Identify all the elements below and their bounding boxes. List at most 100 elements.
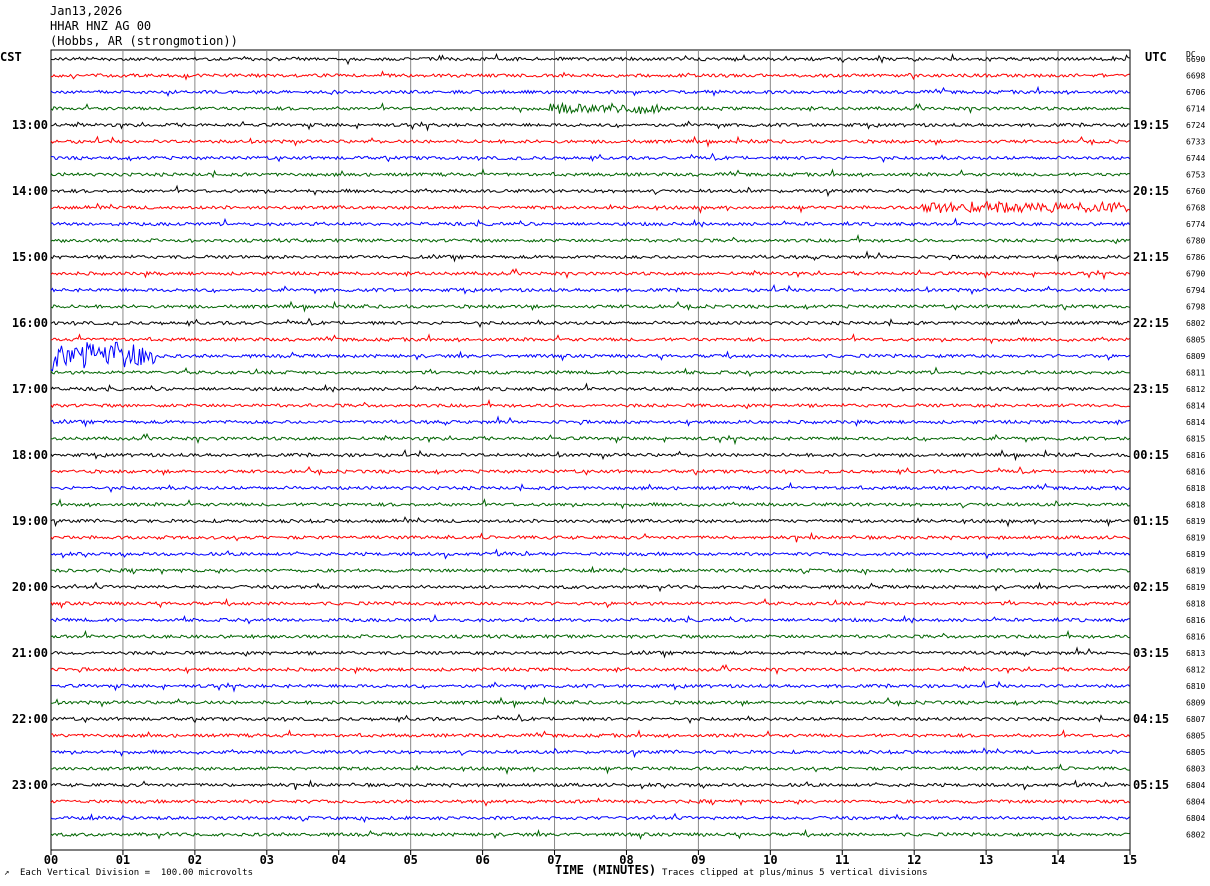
trace-black-4 (50, 120, 1130, 132)
trace-red-41 (50, 729, 1130, 739)
x-tick-label: 05 (403, 853, 417, 867)
x-tick-label: 00 (44, 853, 58, 867)
dc-offset-label: 6816 (1186, 468, 1205, 477)
x-tick-label: 12 (907, 853, 921, 867)
dc-offset-label: 6812 (1186, 666, 1205, 675)
cst-hour-label: 20:00 (12, 580, 48, 594)
dc-offset-label: 6809 (1186, 352, 1205, 361)
trace-red-9 (50, 200, 1130, 215)
dc-offset-label: 6706 (1186, 88, 1205, 97)
trace-green-23 (50, 432, 1130, 446)
dc-offset-label: 6804 (1186, 798, 1205, 807)
utc-hour-label: 23:15 (1133, 382, 1169, 396)
cst-hour-label: 18:00 (12, 448, 48, 462)
trace-green-7 (50, 168, 1130, 179)
x-tick-label: 06 (475, 853, 489, 867)
trace-black-24 (50, 449, 1130, 462)
cst-hour-label: 23:00 (12, 778, 48, 792)
dc-offset-label: 6774 (1186, 220, 1205, 229)
trace-blue-10 (50, 217, 1130, 228)
dc-offset-label: 6794 (1186, 286, 1205, 295)
trace-red-13 (50, 267, 1130, 281)
trace-black-12 (50, 250, 1130, 263)
utc-hour-label: 05:15 (1133, 778, 1169, 792)
dc-offset-label: 6810 (1186, 682, 1205, 691)
dc-offset-label: 6819 (1186, 534, 1205, 543)
utc-hour-label: 20:15 (1133, 184, 1169, 198)
dc-offset-label: 6813 (1186, 649, 1205, 658)
utc-hour-label: 19:15 (1133, 118, 1169, 132)
dc-offset-label: 6819 (1186, 567, 1205, 576)
dc-offset-label: 6807 (1186, 715, 1205, 724)
dc-offset-label: 6798 (1186, 303, 1205, 312)
dc-offset-label: 6819 (1186, 583, 1205, 592)
trace-red-21 (50, 398, 1130, 410)
trace-black-20 (50, 382, 1130, 393)
trace-blue-42 (50, 747, 1130, 759)
trace-green-11 (50, 233, 1130, 245)
dc-offset-label: 6819 (1186, 550, 1205, 559)
trace-blue-6 (50, 152, 1130, 163)
x-tick-label: 14 (1051, 853, 1065, 867)
trace-black-40 (50, 713, 1130, 724)
plot-date: Jan13,2026 (50, 4, 123, 18)
x-axis-label: TIME (MINUTES) (555, 863, 657, 877)
trace-red-45 (50, 797, 1130, 807)
dc-offset-label: 6733 (1186, 138, 1205, 147)
x-tick-label: 09 (691, 853, 705, 867)
dc-offset-label: 6816 (1186, 633, 1205, 642)
trace-blue-18 (50, 341, 1130, 372)
dc-offset-label: 6819 (1186, 517, 1205, 526)
dc-offset-label: 6818 (1186, 501, 1205, 510)
trace-black-0 (50, 52, 1130, 66)
dc-offset-label: 6814 (1186, 418, 1205, 427)
dc-offset-label: 6809 (1186, 699, 1205, 708)
cst-hour-label: 16:00 (12, 316, 48, 330)
cst-hour-label: 22:00 (12, 712, 48, 726)
trace-green-15 (50, 300, 1130, 313)
trace-red-29 (50, 531, 1130, 543)
vertical-division-note: Each Vertical Division = 100.00 microvol… (20, 868, 253, 878)
station-location: (Hobbs, AR (strongmotion)) (50, 34, 238, 48)
clipping-note: Traces clipped at plus/minus 5 vertical … (662, 868, 928, 878)
trace-black-44 (50, 779, 1130, 791)
cst-hour-label: 13:00 (12, 118, 48, 132)
x-tick-label: 03 (260, 853, 274, 867)
arrow-icon: ↗ (4, 868, 10, 878)
dc-offset-label: 6804 (1186, 781, 1205, 790)
utc-hour-label: 00:15 (1133, 448, 1169, 462)
trace-red-33 (50, 597, 1130, 610)
dc-offset-label: 6802 (1186, 831, 1205, 840)
trace-red-1 (50, 70, 1130, 81)
trace-blue-22 (50, 415, 1130, 428)
x-tick-label: 13 (979, 853, 993, 867)
station-code: HHAR HNZ AG 00 (50, 19, 152, 33)
dc-offset-label: 6816 (1186, 451, 1205, 460)
utc-label: UTC (1145, 50, 1167, 64)
trace-green-39 (51, 696, 1130, 709)
cst-label: CST (0, 50, 22, 64)
x-tick-label: 04 (332, 853, 346, 867)
dc-offset-label: 6805 (1186, 336, 1205, 345)
dc-offset-label: 6815 (1186, 435, 1205, 444)
dc-offset-label: 6818 (1186, 600, 1205, 609)
trace-black-16 (50, 317, 1130, 328)
trace-black-32 (50, 581, 1130, 593)
trace-green-3 (50, 101, 1130, 115)
cst-hour-label: 17:00 (12, 382, 48, 396)
trace-blue-2 (50, 85, 1130, 97)
trace-red-17 (50, 333, 1130, 345)
trace-black-28 (50, 516, 1130, 528)
utc-hour-label: 04:15 (1133, 712, 1169, 726)
x-tick-label: 01 (116, 853, 130, 867)
dc-offset-label: 6724 (1186, 121, 1205, 130)
trace-black-8 (50, 184, 1130, 198)
cst-hour-label: 15:00 (12, 250, 48, 264)
trace-green-19 (50, 366, 1130, 378)
dc-offset-label: 6690 (1186, 55, 1205, 64)
trace-green-27 (50, 498, 1130, 510)
trace-blue-38 (50, 680, 1130, 693)
x-tick-label: 15 (1123, 853, 1137, 867)
cst-hour-label: 21:00 (12, 646, 48, 660)
